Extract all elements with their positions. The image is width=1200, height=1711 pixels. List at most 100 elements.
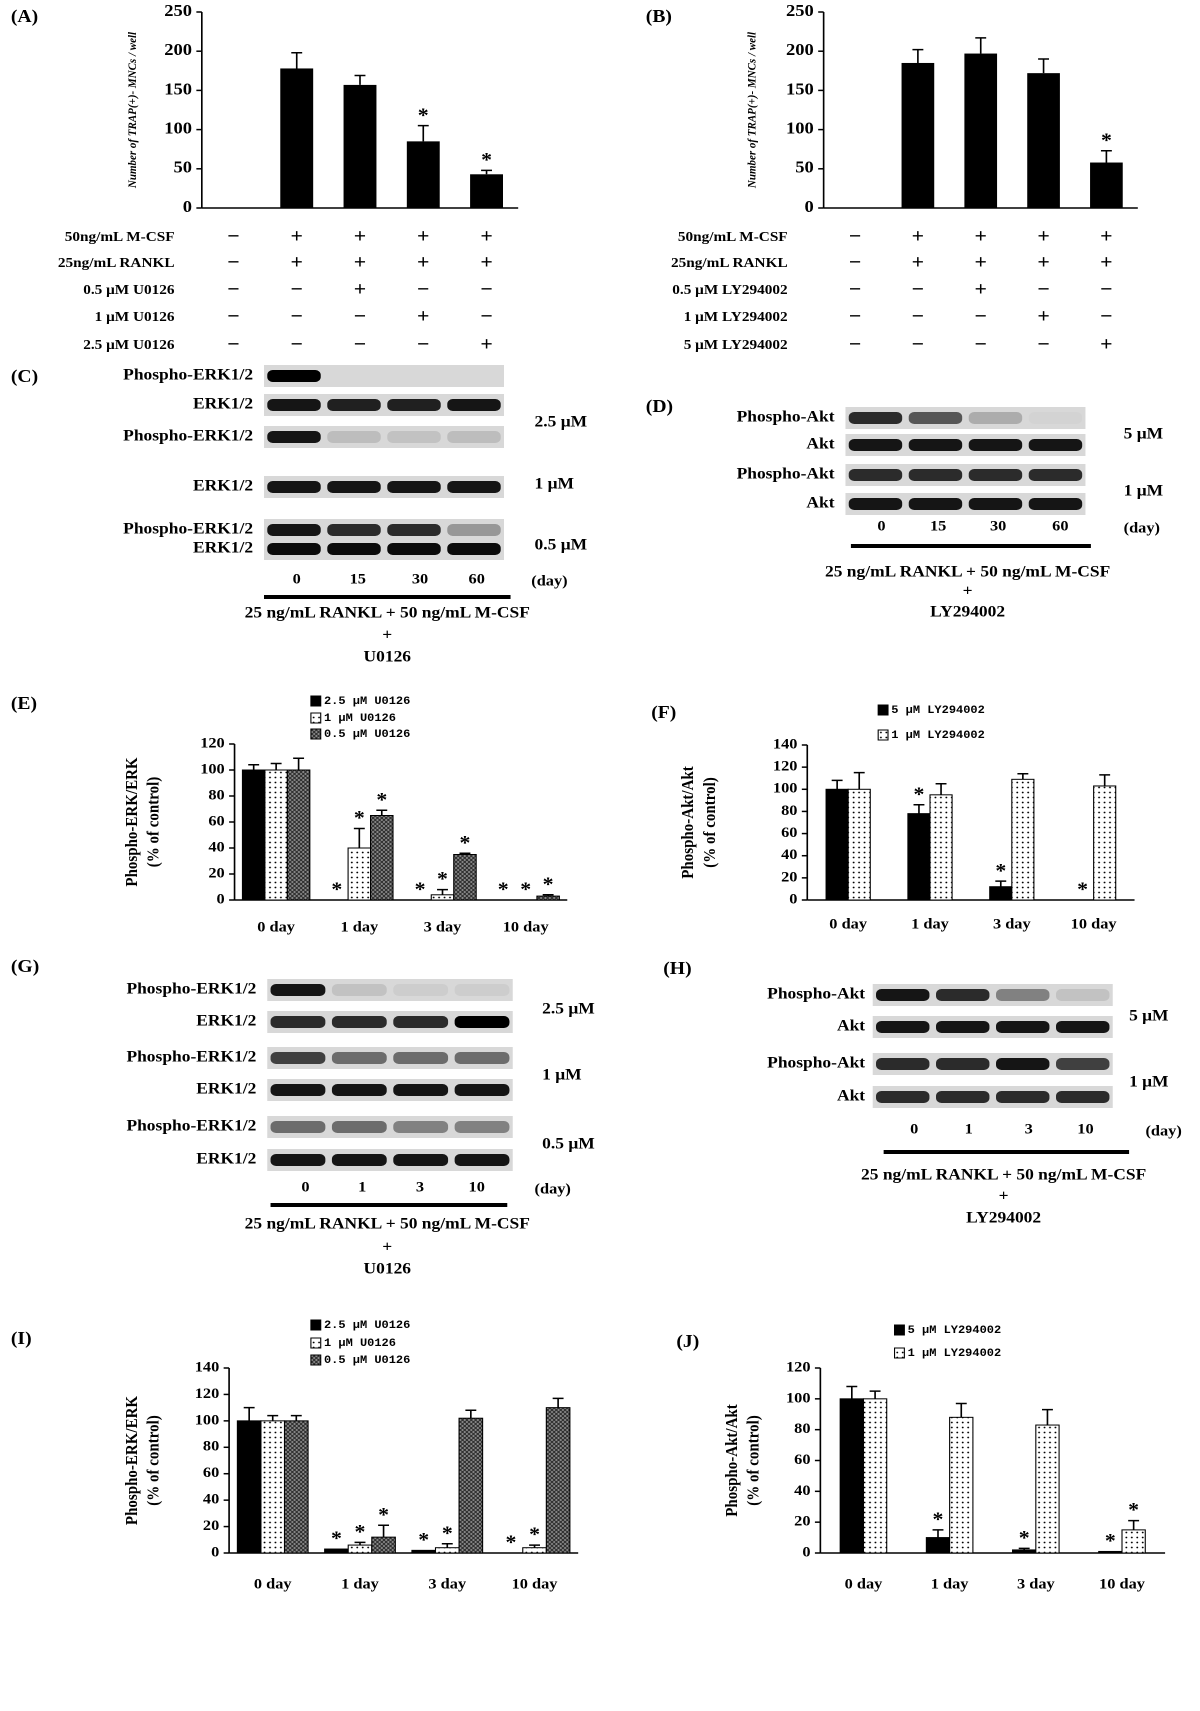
time-unit: (day) [1124, 520, 1160, 536]
lane-label: 0 [910, 1121, 918, 1137]
y-tick-label: 40 [208, 839, 225, 855]
y-tick-label: 20 [781, 869, 798, 885]
lane-label: 60 [469, 571, 486, 587]
significance-mark: * [415, 877, 426, 900]
condition-sign: + [1037, 250, 1049, 273]
blot-band [387, 431, 441, 443]
blot-band [270, 984, 326, 996]
treatment-label: LY294002 [930, 602, 1005, 620]
blot-strip [264, 476, 504, 498]
legend-label: 5 μM LY294002 [891, 704, 985, 716]
treatment-label: 25 ng/mL RANKL + 50 ng/mL M-CSF [245, 603, 530, 621]
lane-label: 10 [1077, 1121, 1094, 1137]
error-bar [417, 124, 429, 142]
bar [324, 1548, 349, 1554]
blot-band [936, 989, 990, 1001]
condition-label: 50ng/mL M-CSF [678, 230, 788, 245]
significance-mark: * [442, 1521, 453, 1544]
blot-band [327, 370, 380, 382]
x-tick-label: 10 day [1071, 916, 1117, 932]
panel-label: (J) [676, 1332, 699, 1352]
blot-band [267, 399, 321, 411]
significance-mark: * [1019, 1526, 1030, 1549]
blot-row-label: Akt [806, 434, 835, 452]
y-tick-label: 140 [773, 736, 798, 752]
y-tick-label: 100 [195, 1412, 220, 1428]
error-bar [441, 1543, 453, 1548]
condition-sign: + [912, 224, 924, 247]
condition-sign: + [1037, 224, 1049, 247]
condition-label: 50ng/mL M-CSF [65, 230, 175, 245]
blot-band [387, 370, 440, 382]
blot-strip [267, 1079, 513, 1101]
bar [370, 815, 394, 901]
treatment-label: LY294002 [966, 1208, 1041, 1226]
blot-band [447, 481, 501, 493]
y-tick-label: 20 [208, 865, 225, 881]
condition-sign: − [849, 332, 861, 355]
blot-band [876, 1091, 930, 1103]
condition-sign: − [849, 224, 861, 247]
blot-strip [267, 1116, 513, 1138]
blot-band [848, 469, 903, 481]
error-bar [353, 827, 365, 848]
bar [1093, 785, 1117, 901]
error-bar [437, 888, 448, 895]
significance-mark: * [529, 1522, 540, 1545]
blot-band [936, 1021, 990, 1033]
error-bar [529, 1544, 540, 1548]
y-tick-label: 0 [805, 197, 814, 216]
legend-label: 1 μM U0126 [324, 712, 396, 724]
blot-strip [845, 407, 1086, 429]
treatment-label: U0126 [364, 647, 411, 665]
condition-sign: − [480, 304, 492, 327]
y-tick-label: 150 [786, 79, 814, 98]
legend-swatch [310, 1354, 322, 1366]
y-tick-label: 120 [773, 758, 798, 774]
significance-mark: * [331, 1526, 342, 1549]
bar [1012, 1549, 1037, 1554]
significance-mark: * [1128, 1498, 1139, 1521]
y-tick-label: 60 [203, 1465, 220, 1481]
concentration-label: 1 μM [535, 474, 575, 492]
blot-band [908, 412, 963, 424]
blot-strip [267, 1011, 513, 1033]
bar [286, 769, 311, 901]
x-tick-label: 3 day [1017, 1576, 1055, 1592]
bar [949, 1416, 974, 1554]
condition-sign: − [417, 277, 429, 300]
concentration-label: 2.5 μM [535, 412, 588, 430]
error-bar [270, 762, 282, 770]
blot-row-label: ERK1/2 [193, 394, 253, 412]
blot-band [327, 524, 381, 536]
y-tick-label: 250 [164, 1, 192, 20]
error-bar [932, 1529, 944, 1538]
bar [347, 847, 372, 901]
blot-band [327, 399, 381, 411]
blot-band [454, 984, 510, 996]
blot-band [1056, 1058, 1110, 1070]
blot-band [454, 1052, 510, 1064]
y-tick-label: 0 [211, 1544, 219, 1560]
y-tick-label: 150 [164, 79, 192, 98]
error-bar [290, 1414, 302, 1421]
blot-strip [267, 1047, 513, 1069]
condition-sign: − [480, 277, 492, 300]
blot-band [331, 1052, 387, 1064]
x-tick-label: 0 day [845, 1576, 883, 1592]
legend-swatch [310, 1319, 322, 1331]
x-tick-label: 0 day [829, 916, 867, 932]
treatment-label: U0126 [364, 1259, 411, 1277]
bar [283, 1420, 309, 1554]
y-tick-label: 60 [794, 1452, 811, 1468]
error-bar [913, 804, 925, 814]
bar [371, 1536, 396, 1554]
blot-band [267, 370, 321, 382]
condition-sign: − [227, 277, 239, 300]
significance-mark: * [1105, 1529, 1116, 1552]
condition-sign: − [291, 277, 303, 300]
blot-strip [872, 1016, 1113, 1038]
blot-band [393, 1121, 449, 1133]
blot-band [267, 481, 321, 493]
